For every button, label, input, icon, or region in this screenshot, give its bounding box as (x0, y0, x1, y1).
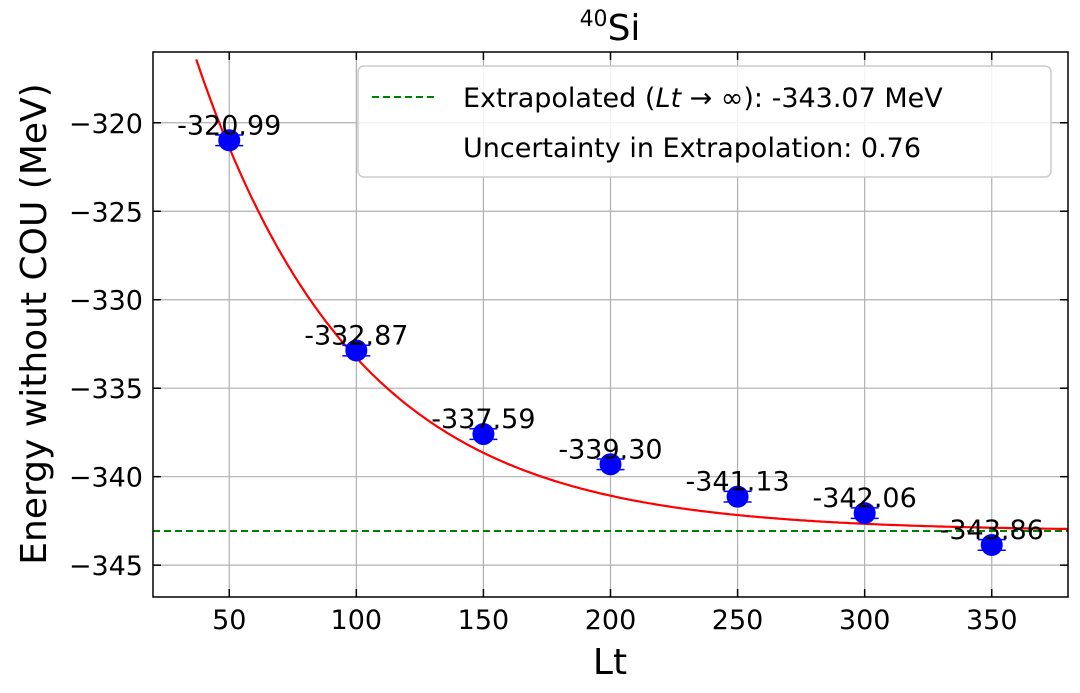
y-tick-label: −330 (69, 286, 143, 317)
legend-entry-extrapolated: Extrapolated (Lt → ∞): -343.07 MeV (463, 83, 943, 114)
legend-line1-math: Lt (655, 83, 682, 114)
y-tick-label: −320 (69, 109, 143, 140)
data-point (853, 502, 876, 525)
legend-line1-arrow: → ∞ (681, 83, 743, 114)
chart-title: 40Si (580, 7, 641, 49)
data-label: -337.59 (431, 404, 535, 435)
data-label: -339.30 (558, 434, 662, 465)
legend-box (357, 65, 1052, 178)
y-axis-label: Energy without COU (MeV) (14, 83, 55, 564)
x-tick-label: 200 (585, 605, 637, 636)
x-tick-label: 100 (331, 605, 383, 636)
y-tick-label: −345 (69, 551, 143, 582)
data-point (599, 453, 622, 476)
data-point (345, 339, 368, 362)
legend-line1-tail: ): -343.07 MeV (743, 83, 943, 114)
x-tick-label: 250 (712, 605, 764, 636)
points-layer (215, 129, 1006, 556)
data-point (218, 129, 241, 152)
x-tick-label: 350 (966, 605, 1018, 636)
x-tick-label: 150 (458, 605, 510, 636)
legend-line1-prefix: Extrapolated ( (463, 83, 655, 114)
data-label: -332.87 (304, 321, 408, 352)
x-tick-label: 50 (212, 605, 246, 636)
data-point (980, 533, 1003, 556)
chart-title-sup: 40 (580, 7, 608, 32)
fit-layer (153, 59, 1069, 532)
y-tick-label: −325 (69, 197, 143, 228)
data-label: -343.86 (940, 515, 1044, 546)
data-label: -320.99 (177, 110, 281, 141)
data-point (726, 485, 749, 508)
ticks-layer: 50 100 150 200 250 300 350 −320 −325 −330 −335 −340… (69, 52, 1068, 636)
data-labels: -320.99 -332.87 -337.59 -339.30 -341.13 -342.… (177, 110, 1044, 546)
y-tick-label: −335 (69, 374, 143, 405)
y-tick-label: −340 (69, 463, 143, 494)
chart-title-main: Si (608, 8, 641, 49)
data-label: -342.06 (813, 483, 917, 514)
data-point (472, 423, 495, 446)
data-label: -341.13 (685, 467, 789, 498)
legend-entry-uncertainty: Uncertainty in Extrapolation: 0.76 (463, 133, 921, 164)
x-tick-label: 300 (839, 605, 891, 636)
x-axis-label: Lt (593, 642, 627, 683)
legend: Extrapolated (Lt → ∞): -343.07 MeV Uncer… (357, 65, 1052, 178)
fit-curve (195, 59, 1069, 531)
